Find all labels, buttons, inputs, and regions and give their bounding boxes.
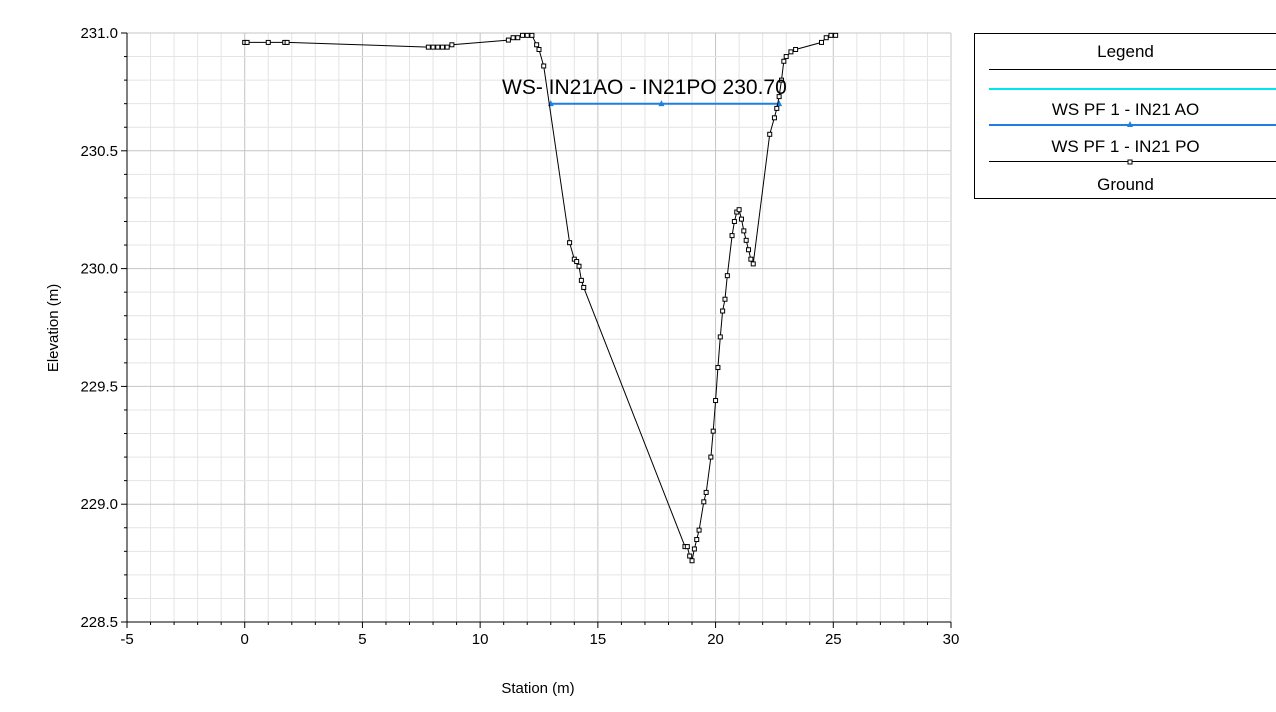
data-point-ground [520,32,526,38]
data-point-ground [738,216,744,222]
legend-swatch-ws-ao [989,124,1276,126]
data-point-ground [819,39,825,45]
series-line-ground [244,34,836,563]
data-point-ground [449,42,455,48]
data-point-ground [833,32,839,38]
series-layer [242,32,839,564]
data-point-ground [724,273,730,279]
grid [126,32,952,623]
water-surface-annotation: WS- IN21AO - IN21PO 230.70 [502,76,787,99]
data-point-ground [767,131,773,137]
data-point-ground [439,44,445,50]
data-point-ground [505,37,511,43]
data-point-ground [265,39,271,45]
data-point-ground [536,46,542,52]
square-marker-icon [1127,159,1133,165]
data-point-ground [687,553,693,559]
triangle-marker-icon [1127,121,1133,127]
data-point-ground [778,77,784,83]
legend-entry-ws-ao: WS PF 1 - IN21 AO [1051,100,1200,119]
x-tick-label: 15 [590,631,607,648]
data-point-ground [515,35,521,41]
data-point-ground [715,365,721,371]
data-point-ground [708,454,714,460]
data-point-ground [425,44,431,50]
data-point-ground [576,263,582,269]
data-point-ground [720,308,726,314]
data-point-ground [701,499,707,505]
y-tick-label: 231.0 [80,25,118,42]
data-point-ground [524,32,530,38]
data-point-ground [510,35,516,41]
data-point-ground [689,558,695,564]
x-tick-label: 0 [241,631,249,648]
data-point-ground [567,240,573,246]
data-point-ground [244,39,250,45]
data-point-ground [696,527,702,533]
data-point-ground [781,58,787,64]
data-point-ground [750,261,756,267]
data-point-ground [578,277,584,283]
data-point-ground [534,42,540,48]
axes: -5 0 5 10 15 20 25 30 228.5 229.0 229.5 230.0 230.5 2… [80,25,959,648]
data-point-ground [710,428,716,434]
data-point-ground [574,259,580,265]
data-point-ws-pf-1-in21-ao [658,100,665,107]
data-point-ground [741,228,747,234]
y-tick-label: 228.5 [80,614,118,631]
data-point-ground [783,54,789,60]
x-axis-label: Station (m) [501,680,574,697]
y-tick-label: 229.5 [80,378,118,395]
x-tick-label: 5 [358,631,366,648]
data-point-ground [529,32,535,38]
data-point-ground [684,544,690,550]
legend-title: Legend [1097,42,1154,61]
data-point-ground [722,296,728,302]
data-point-ground [717,334,723,340]
data-point-ground [435,44,441,50]
data-point-ground [541,63,547,69]
y-tick-label: 230.0 [80,261,118,278]
data-point-ground [729,233,735,239]
data-point-ground [788,49,794,55]
legend-entry-ws-po: WS PF 1 - IN21 PO [1051,137,1200,156]
x-tick-label: 20 [707,631,724,648]
data-point-ground [748,256,754,262]
data-point-ground [430,44,436,50]
data-point-ground [776,94,782,100]
x-tick-label: -5 [120,631,133,648]
x-tick-label: 10 [472,631,489,648]
data-point-ground [694,537,700,543]
data-point-ground [743,237,749,243]
legend-swatch-cyan [989,88,1276,90]
data-point-ground [444,44,450,50]
data-point-ground [713,398,719,404]
data-point-ground [746,247,752,253]
data-point-ground [691,546,697,552]
data-point-ground [703,489,709,495]
data-point-ground [731,218,737,224]
data-point-ground [581,284,587,290]
x-tick-label: 25 [825,631,842,648]
y-tick-label: 229.0 [80,496,118,513]
legend-entry-ground: Ground [1097,175,1154,194]
y-axis-label: Elevation (m) [45,284,62,372]
data-point-ground [774,105,780,111]
y-tick-label: 230.5 [80,143,118,160]
data-point-ground [284,39,290,45]
legend-divider [989,69,1276,70]
data-point-ground [793,46,799,52]
legend: Legend WS PF 1 - IN21 AO WS PF 1 - IN21 … [974,33,1276,199]
data-point-ground [771,115,777,121]
data-point-ground [823,35,829,41]
data-point-ground [736,207,742,213]
x-tick-label: 30 [943,631,960,648]
data-point-ground [828,32,834,38]
